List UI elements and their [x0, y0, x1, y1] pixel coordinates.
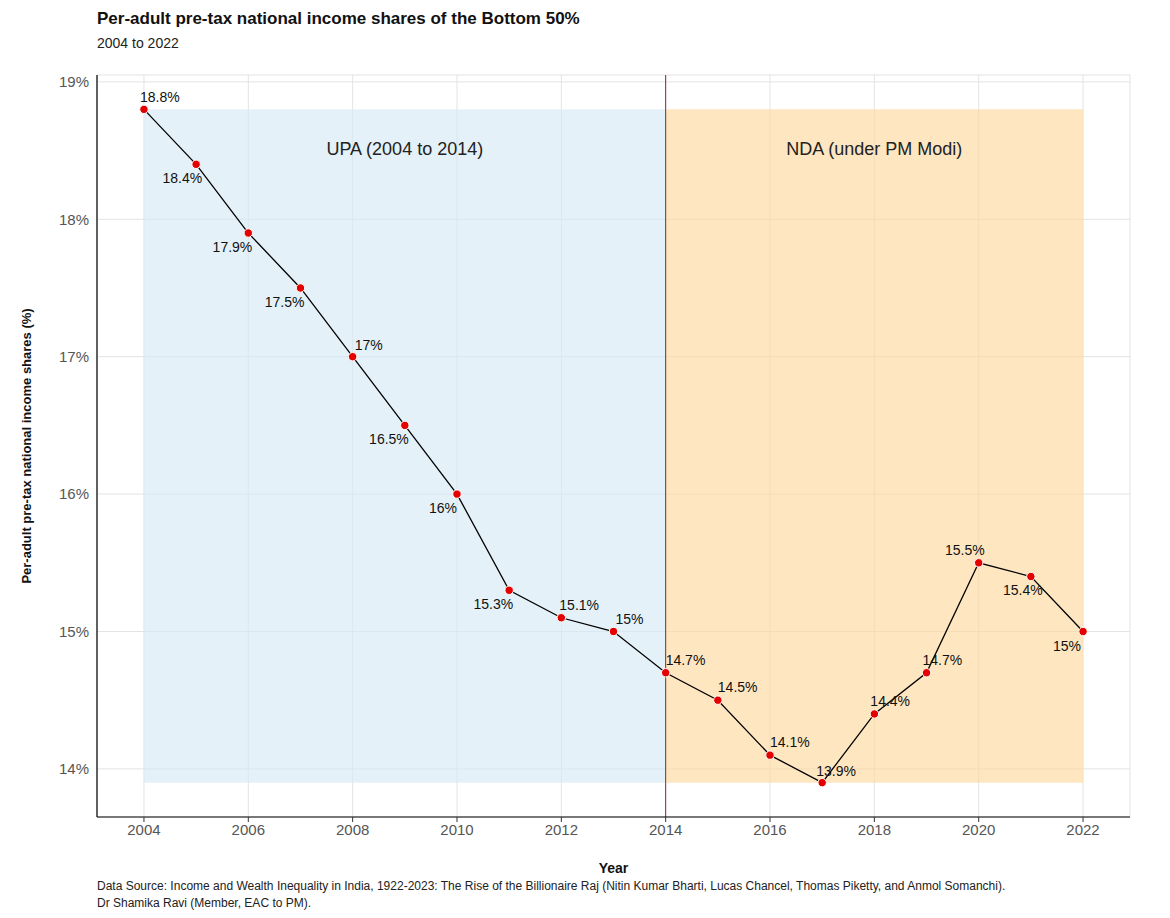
- svg-text:17.5%: 17.5%: [265, 294, 305, 310]
- svg-text:2010: 2010: [440, 821, 473, 838]
- svg-text:2022: 2022: [1066, 821, 1099, 838]
- svg-text:14.7%: 14.7%: [923, 652, 963, 668]
- svg-text:14.4%: 14.4%: [870, 693, 910, 709]
- svg-text:15.1%: 15.1%: [559, 597, 599, 613]
- svg-text:15%: 15%: [59, 623, 89, 640]
- svg-text:2004: 2004: [127, 821, 160, 838]
- svg-text:15.3%: 15.3%: [473, 596, 513, 612]
- html-text:Dr Shamika Ravi (Member, EAC t: Dr Shamika Ravi (Member, EAC to PM).: [97, 896, 312, 910]
- svg-text:18.4%: 18.4%: [162, 170, 202, 186]
- svg-text:17%: 17%: [355, 337, 383, 353]
- svg-text:NDA (under PM Modi): NDA (under PM Modi): [786, 139, 962, 159]
- svg-text:Year: Year: [599, 860, 629, 876]
- svg-text:2018: 2018: [858, 821, 891, 838]
- svg-text:13.9%: 13.9%: [816, 763, 856, 779]
- svg-text:16%: 16%: [59, 485, 89, 502]
- svg-text:14.7%: 14.7%: [666, 652, 706, 668]
- svg-text:UPA (2004 to 2014): UPA (2004 to 2014): [326, 139, 483, 159]
- svg-text:Per-adult pre-tax national inc: Per-adult pre-tax national income shares…: [19, 308, 34, 583]
- svg-text:15.4%: 15.4%: [1003, 582, 1043, 598]
- svg-text:18.8%: 18.8%: [140, 89, 180, 105]
- svg-text:14.1%: 14.1%: [770, 734, 810, 750]
- svg-text:19%: 19%: [59, 73, 89, 90]
- svg-text:2012: 2012: [545, 821, 578, 838]
- svg-text:2008: 2008: [336, 821, 369, 838]
- svg-text:17.9%: 17.9%: [213, 239, 253, 255]
- svg-text:15%: 15%: [616, 611, 644, 627]
- svg-text:15.5%: 15.5%: [945, 542, 985, 558]
- svg-text:18%: 18%: [59, 211, 89, 228]
- svg-text:2020: 2020: [962, 821, 995, 838]
- svg-text:2016: 2016: [753, 821, 786, 838]
- svg-text:15%: 15%: [1053, 638, 1081, 654]
- html-text:Data Source: Income and Wealth: Data Source: Income and Wealth Inequalit…: [97, 879, 1006, 893]
- svg-text:2006: 2006: [232, 821, 265, 838]
- svg-text:14.5%: 14.5%: [718, 679, 758, 695]
- html-text:Per-adult pre-tax national inc: Per-adult pre-tax national income shares…: [97, 9, 580, 28]
- svg-text:2014: 2014: [649, 821, 682, 838]
- html-text:2004 to 2022: 2004 to 2022: [97, 35, 179, 51]
- svg-text:17%: 17%: [59, 348, 89, 365]
- svg-text:16.5%: 16.5%: [369, 431, 409, 447]
- svg-text:16%: 16%: [429, 500, 457, 516]
- svg-text:14%: 14%: [59, 760, 89, 777]
